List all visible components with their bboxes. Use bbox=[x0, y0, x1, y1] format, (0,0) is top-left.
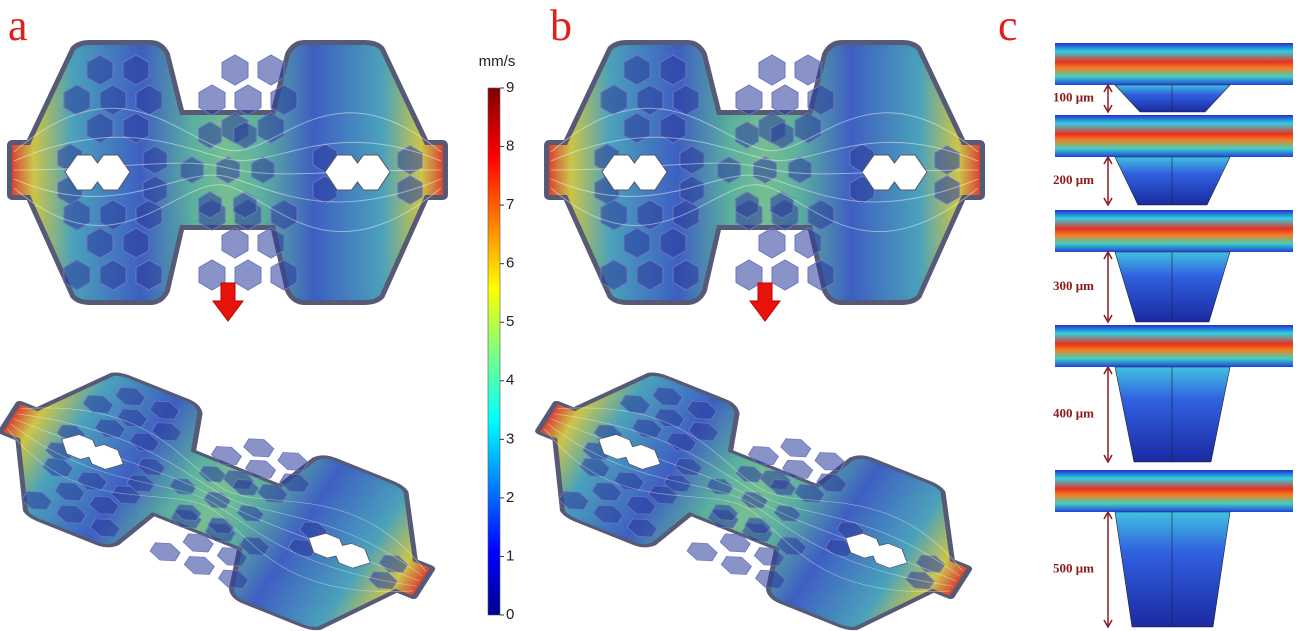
colorbar-tick-label: 9 bbox=[506, 79, 514, 96]
depth-label: 400 μm bbox=[1053, 405, 1094, 420]
channel bbox=[1055, 43, 1293, 85]
well bbox=[772, 260, 798, 290]
channel bbox=[1055, 470, 1293, 512]
arrow bbox=[213, 283, 243, 321]
panel-label: a bbox=[8, 1, 28, 50]
figure: a b c mm/s 0 1 2 3 4 5 6 7 8 9 100 μm 200 μm 300 μm… bbox=[0, 0, 1298, 631]
colorbar-ticks: 0 1 2 3 4 5 6 7 8 9 bbox=[500, 79, 514, 623]
panel-label: c bbox=[998, 1, 1018, 50]
well bbox=[222, 55, 248, 85]
well bbox=[778, 435, 813, 461]
well bbox=[759, 55, 785, 85]
colorbar-tick-label: 4 bbox=[506, 372, 514, 389]
well bbox=[148, 539, 183, 565]
channel bbox=[1055, 210, 1293, 252]
chamber bbox=[1115, 85, 1230, 112]
colorbar bbox=[488, 88, 500, 615]
well bbox=[719, 552, 754, 578]
chip bbox=[549, 45, 980, 300]
colorbar-tick-label: 7 bbox=[506, 196, 514, 213]
arrow bbox=[750, 283, 780, 321]
colorbar-unit: mm/s bbox=[479, 53, 516, 70]
colorbar-tick-label: 5 bbox=[506, 313, 514, 330]
depth-label: 100 μm bbox=[1053, 89, 1094, 104]
chip bbox=[503, 349, 1002, 631]
colorbar-tick-label: 1 bbox=[506, 547, 514, 564]
well bbox=[685, 539, 720, 565]
chamber bbox=[1115, 512, 1230, 627]
colorbar-tick-label: 0 bbox=[506, 606, 514, 623]
colorbar-tick-label: 8 bbox=[506, 138, 514, 155]
colorbar-tick-label: 2 bbox=[506, 489, 514, 506]
panel-c: 100 μm 200 μm 300 μm 400 μm 500 μm bbox=[1053, 43, 1293, 627]
channel bbox=[1055, 325, 1293, 367]
chamber bbox=[1115, 367, 1230, 462]
colorbar-tick-label: 6 bbox=[506, 255, 514, 272]
chip bbox=[12, 45, 443, 300]
depth-label: 300 μm bbox=[1053, 278, 1094, 293]
chip-layer bbox=[0, 45, 1002, 631]
well bbox=[759, 228, 785, 258]
depth-label: 500 μm bbox=[1053, 560, 1094, 575]
well bbox=[235, 260, 261, 290]
well bbox=[182, 552, 217, 578]
well bbox=[222, 228, 248, 258]
chamber bbox=[1115, 157, 1230, 205]
channel bbox=[1055, 115, 1293, 157]
chip bbox=[0, 349, 465, 631]
chamber bbox=[1115, 252, 1230, 322]
depth-label: 200 μm bbox=[1053, 172, 1094, 187]
well bbox=[241, 435, 276, 461]
colorbar-tick-label: 3 bbox=[506, 430, 514, 447]
panel-label: b bbox=[550, 1, 572, 50]
